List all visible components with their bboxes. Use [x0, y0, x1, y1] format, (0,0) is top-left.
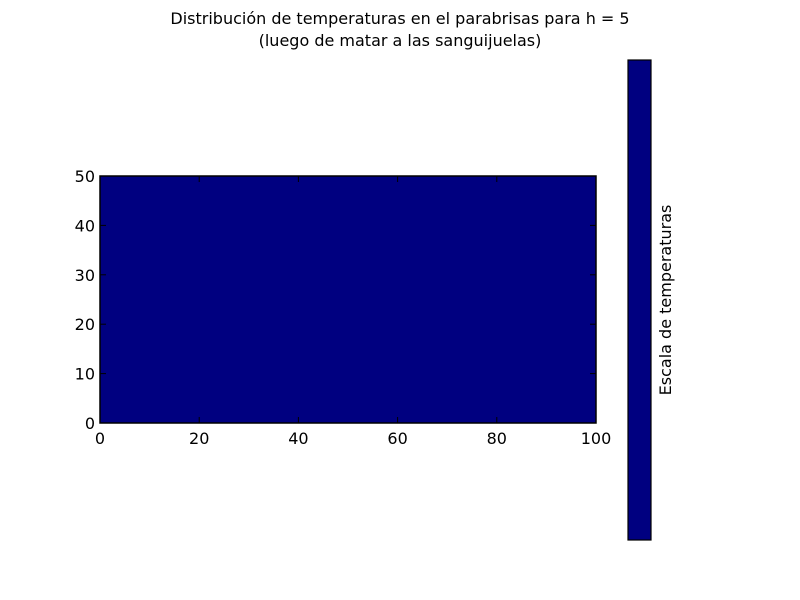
chart-title-line-1: Distribución de temperaturas en el parab… — [170, 9, 630, 28]
x-tick-label: 0 — [95, 429, 105, 448]
axes-group: 0 20 40 60 80 100 0 10 20 30 40 50 — [75, 167, 612, 448]
y-tick-label: 10 — [75, 365, 95, 384]
y-tick-label: 40 — [75, 216, 95, 235]
y-tick-label: 0 — [85, 414, 95, 433]
y-tick-label: 30 — [75, 266, 95, 285]
chart-title-line-2: (luego de matar a las sanguijuelas) — [258, 31, 542, 50]
x-tick-label: 100 — [581, 429, 612, 448]
colorbar-group: Escala de temperaturas — [627, 59, 675, 541]
colorbar — [627, 59, 652, 541]
x-tick-label: 40 — [288, 429, 308, 448]
x-tick-label: 80 — [487, 429, 507, 448]
x-tick-label: 20 — [189, 429, 209, 448]
heatmap-area — [100, 176, 596, 423]
plot-frame — [99, 175, 597, 424]
colorbar-label: Escala de temperaturas — [656, 205, 675, 396]
y-tick-label: 20 — [75, 315, 95, 334]
y-tick-label: 50 — [75, 167, 95, 186]
x-tick-label: 60 — [387, 429, 407, 448]
